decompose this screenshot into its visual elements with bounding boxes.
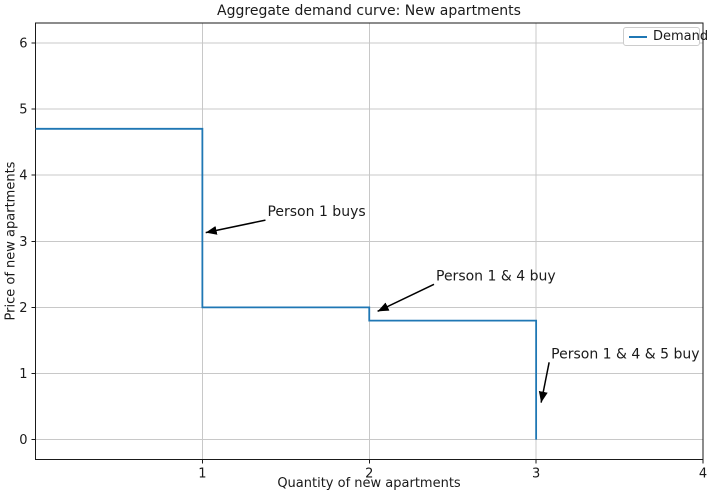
x-tick-label: 1 <box>198 467 206 482</box>
series-line-demand <box>35 127 538 440</box>
y-tick-label: 6 <box>19 36 27 51</box>
y-tick-label: 1 <box>19 367 27 382</box>
x-axis-label: Quantity of new apartments <box>277 476 461 491</box>
y-axis-label: Price of new apartments <box>3 161 19 321</box>
annotation-text: Person 1 buys <box>267 204 365 220</box>
y-tick-label: 2 <box>19 301 27 316</box>
y-tick-label: 3 <box>19 235 27 250</box>
y-tick-label: 5 <box>19 102 27 117</box>
annotation-arrow <box>538 362 550 403</box>
chart-title: Aggregate demand curve: New apartments <box>217 3 521 19</box>
series-layer <box>35 127 538 440</box>
annotation-arrow <box>205 219 266 235</box>
x-tick-label: 3 <box>532 467 540 482</box>
annotation-text: Person 1 & 4 & 5 buy <box>551 346 699 362</box>
annotation-text: Person 1 & 4 buy <box>436 268 556 284</box>
grid-layer <box>35 23 704 460</box>
x-tick-label: 4 <box>699 467 707 482</box>
y-tick-label: 0 <box>19 433 27 448</box>
x-tick-label: 2 <box>365 467 373 482</box>
legend-label: Demand <box>653 29 709 44</box>
axis-layer: 1 2 3 4 0 1 2 3 4 5 6 <box>19 22 707 482</box>
legend-line-icon <box>629 35 647 38</box>
annotation-layer: Person 1 buys Person 1 & 4 buy Person 1 & … <box>205 204 700 403</box>
annotation-arrow <box>377 283 435 313</box>
legend: Demand <box>623 27 708 46</box>
y-tick-label: 4 <box>19 169 27 184</box>
